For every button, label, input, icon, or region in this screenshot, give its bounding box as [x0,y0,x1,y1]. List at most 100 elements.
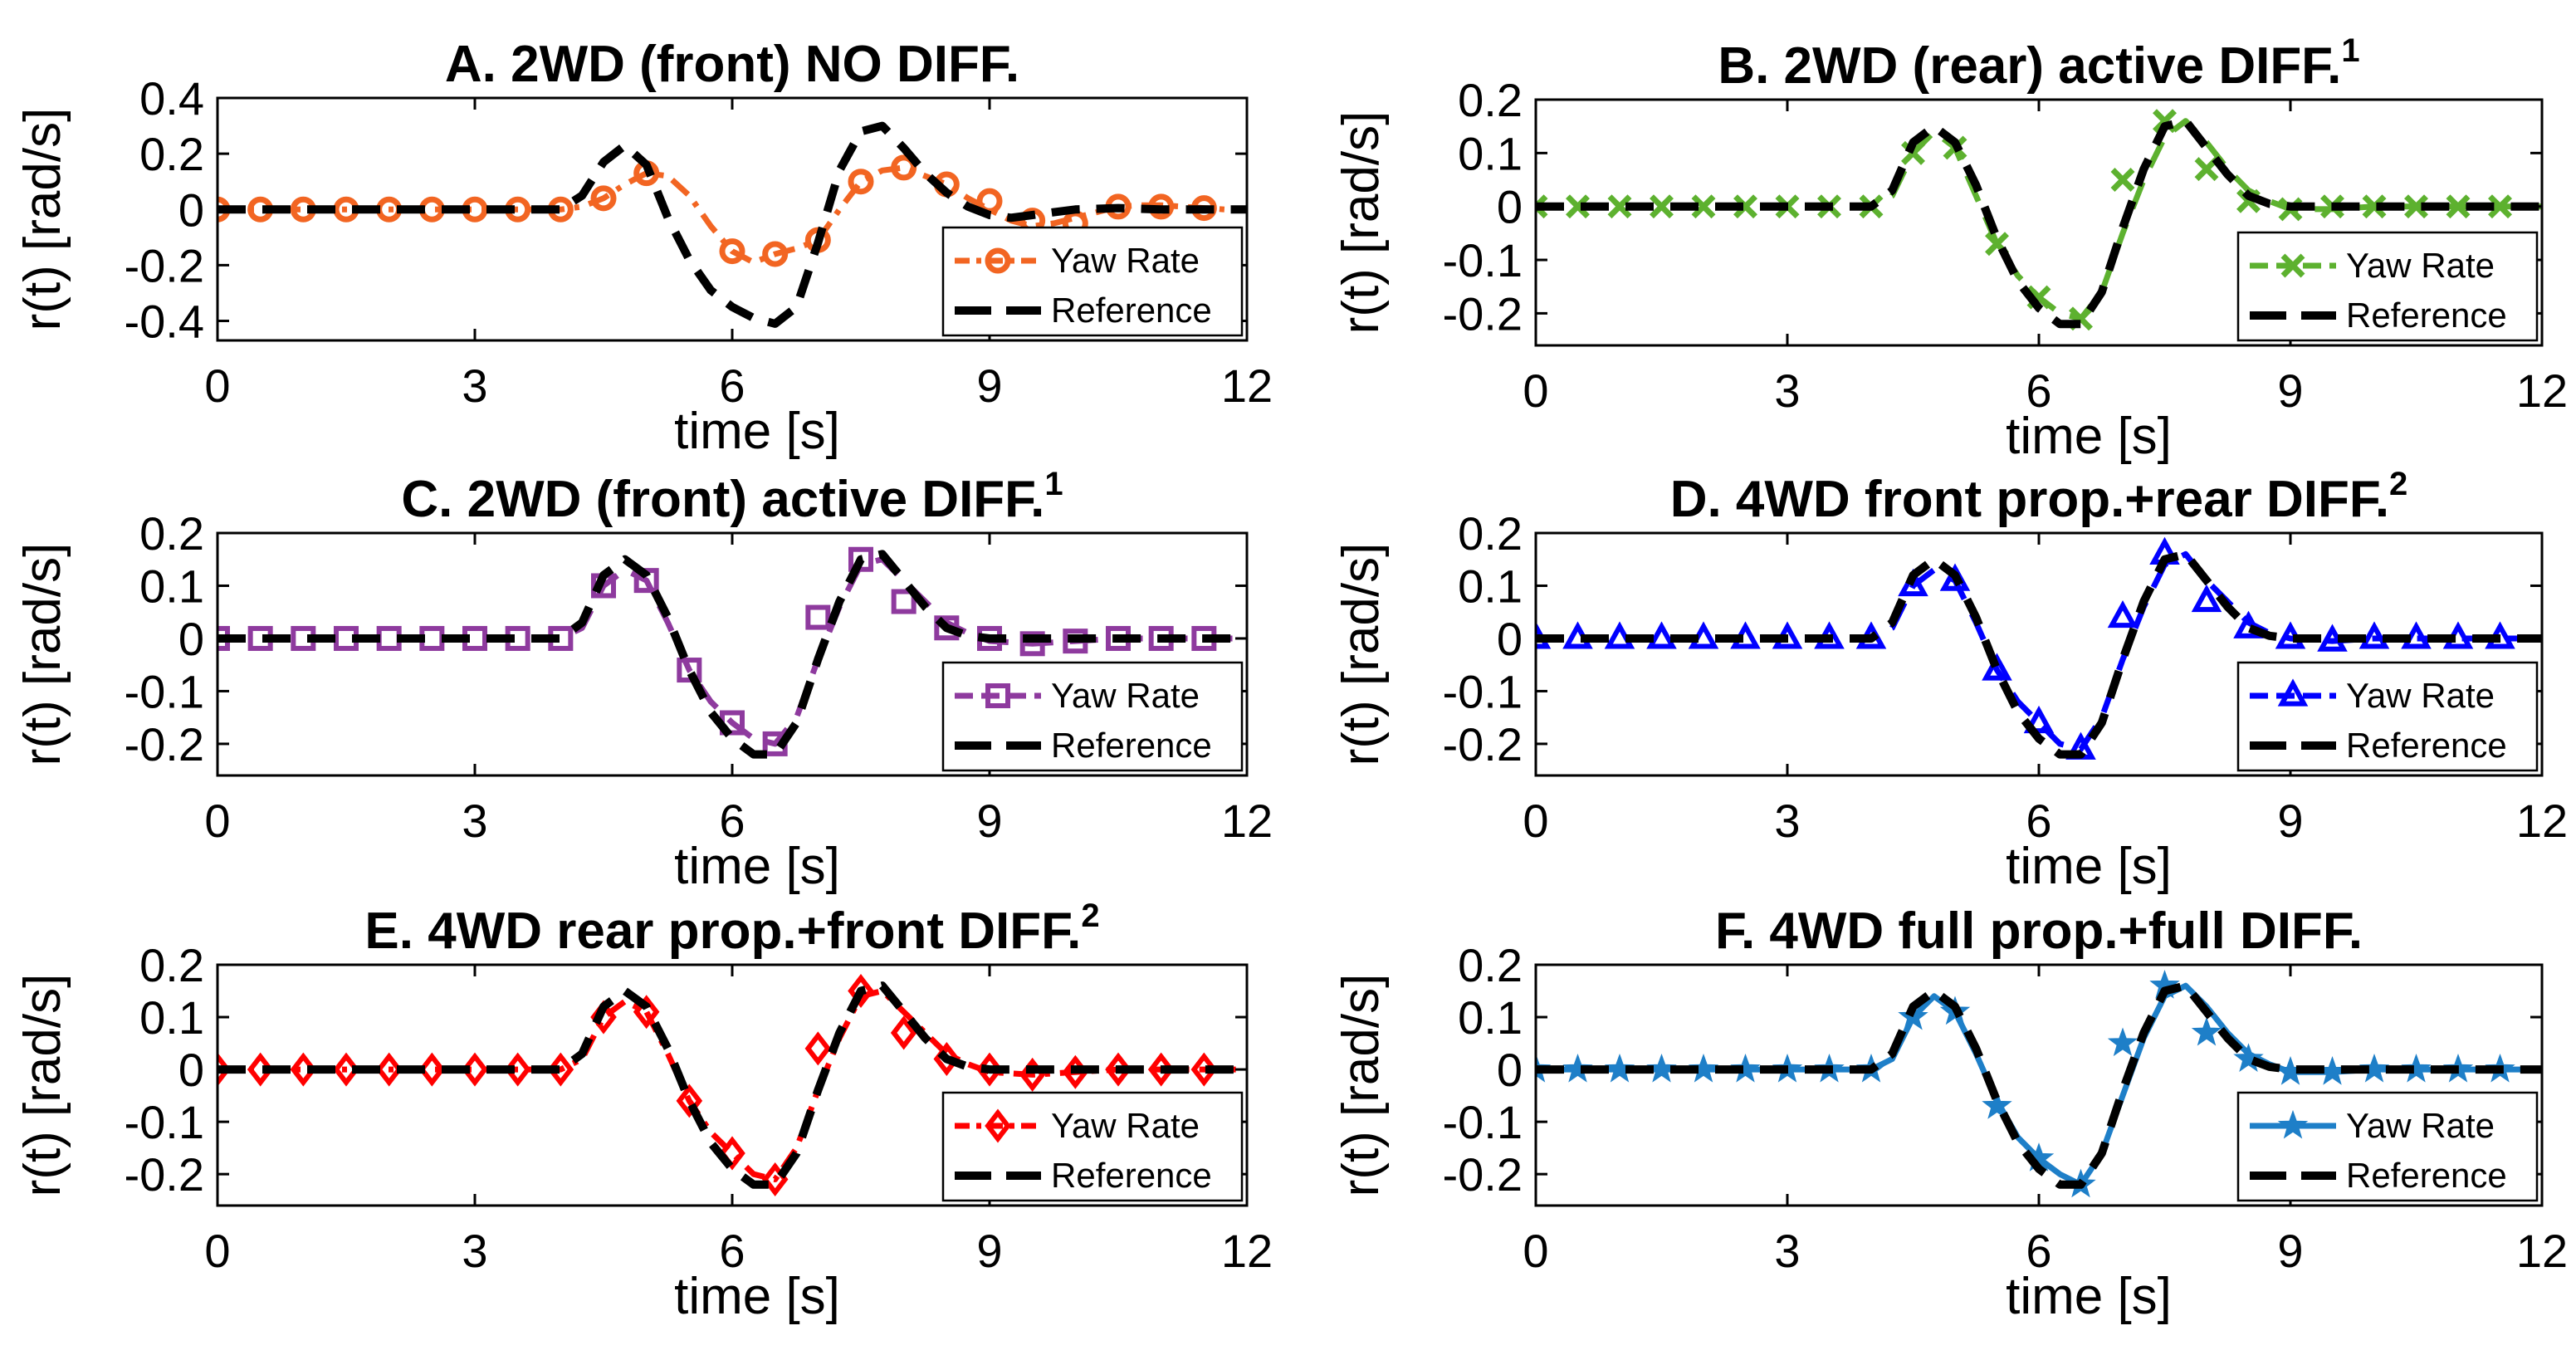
x-tick-label: 6 [2026,364,2051,417]
y-tick-label: 0.1 [139,560,204,612]
x-tick-label: 12 [1221,795,1273,847]
panel-b: 0 3 6 9 120.20.10-0.1-0.2B. 2WD (rear) activ… [1332,32,2568,465]
legend-swatch-marker [2280,253,2305,278]
legend-label: Yaw Rate [1051,241,1200,280]
legend: Yaw Rate Reference [941,1091,1244,1202]
data-point-marker [1604,1053,1635,1083]
legend-label: Reference [2346,726,2507,765]
panel-title-text: E. 4WD rear prop.+front DIFF. [364,903,1081,960]
legend: Yaw Rate Reference [2236,231,2539,342]
legend-label: Reference [1051,1156,1212,1195]
x-axis-label: time [s] [674,1268,840,1325]
x-tick-label: 12 [2516,1225,2568,1277]
data-point-marker [2191,584,2222,613]
data-point-marker [2107,1027,2139,1057]
data-point-marker [2401,1053,2432,1083]
data-point-marker [2404,194,2428,219]
panel-title: D. 4WD front prop.+rear DIFF.2 [1670,466,2408,528]
x-tick-label: 12 [2516,795,2568,847]
x-tick-label: 9 [2277,1225,2303,1277]
panel-title-text: F. 4WD full prop.+full DIFF. [1715,903,2363,960]
y-tick-label: 0 [1497,181,1523,233]
y-tick-label: 0.1 [1458,127,1523,179]
x-tick-label: 9 [976,360,1002,412]
legend-box [941,1091,1244,1202]
panel-title-superscript: 1 [2341,32,2359,69]
plot-series-group [218,974,1247,1196]
legend-swatch-marker [2277,1109,2309,1139]
data-point-marker [1105,1052,1132,1087]
data-point-marker [2107,599,2139,629]
series-line-reference [1536,981,2542,1189]
series-line-reference [1536,116,2542,329]
panel-title: E. 4WD rear prop.+front DIFF.2 [364,898,1099,960]
data-point-marker [1604,621,1635,649]
x-tick-label: 0 [1523,1225,1548,1277]
data-point-marker [1982,1090,2012,1119]
data-point-marker [1650,194,1674,219]
data-point-marker [1688,1053,1719,1083]
y-tick-label: -0.1 [1443,234,1523,286]
data-point-marker [547,1052,574,1087]
y-tick-label: 0.2 [139,939,204,991]
legend-swatch-marker [985,247,1011,274]
legend-label: Yaw Rate [1051,676,1200,715]
y-tick-label: 0.1 [1458,991,1523,1044]
plot-series-group [1536,109,2542,331]
y-axis-label: r(t) [rad/s] [1332,974,1390,1197]
x-tick-label: 6 [2026,795,2051,847]
x-tick-label: 6 [719,360,745,412]
data-point-marker [1646,621,1677,649]
x-axis-label: time [s] [2006,1268,2172,1325]
data-point-marker [462,1052,488,1087]
y-tick-label: -0.2 [125,239,205,291]
y-tick-label: 0.1 [139,991,204,1044]
data-point-marker [218,1052,231,1087]
x-tick-label: 0 [204,360,230,412]
data-point-marker [2358,1053,2390,1083]
panel-title-superscript: 1 [1044,466,1063,502]
plot-series-group [1536,536,2542,760]
data-point-marker [2362,194,2387,219]
series-line-reference [1536,550,2542,759]
panel-f: 0 3 6 9 120.20.10-0.1-0.2F. 4WD full prop.+f… [1332,903,2568,1325]
data-point-marker [2110,168,2135,192]
data-point-marker [1691,194,1716,219]
legend-label: Reference [2346,296,2507,335]
data-point-marker [1147,1052,1175,1087]
y-tick-label: 0.2 [139,507,204,560]
data-point-marker [1190,1052,1218,1087]
legend-swatch-marker [2277,678,2309,707]
y-tick-label: -0.1 [125,665,205,717]
panel-title-text: D. 4WD front prop.+rear DIFF. [1670,471,2389,528]
legend-label: Yaw Rate [1051,1106,1200,1145]
y-tick-label: -0.2 [125,1148,205,1201]
y-tick-label: -0.2 [1443,718,1523,770]
data-point-marker [2488,194,2512,219]
y-tick-label: 0.1 [1458,560,1523,612]
y-tick-label: 0 [1497,613,1523,665]
data-point-marker [247,1052,274,1087]
data-point-marker [504,1052,531,1087]
x-tick-label: 6 [2026,1225,2051,1277]
panel-a: 0 3 6 9 120.40.20-0.2-0.4A. 2WD (front) NO D… [14,36,1273,460]
series-line-reference [218,550,1247,759]
data-point-marker [2191,1016,2222,1046]
data-point-marker [1733,194,1757,219]
data-point-marker [1019,631,1045,657]
x-tick-label: 0 [1523,795,1548,847]
x-axis-label: time [s] [674,838,840,895]
y-tick-label: 0 [178,183,204,236]
y-tick-label: 0.2 [139,128,204,180]
panel-d: 0 3 6 9 120.20.10-0.1-0.2D. 4WD front prop.+… [1332,466,2568,895]
legend-label: Reference [2346,1156,2507,1195]
data-point-marker [290,1052,317,1087]
data-point-marker [805,604,831,630]
x-axis-label: time [s] [674,403,840,460]
panel-title: B. 2WD (rear) active DIFF.1 [1718,32,2359,95]
series-line-yaw-rate [218,164,1247,266]
y-axis-label: r(t) [rad/s] [1332,111,1390,335]
x-tick-label: 6 [719,1225,745,1277]
data-point-marker [676,1084,703,1118]
